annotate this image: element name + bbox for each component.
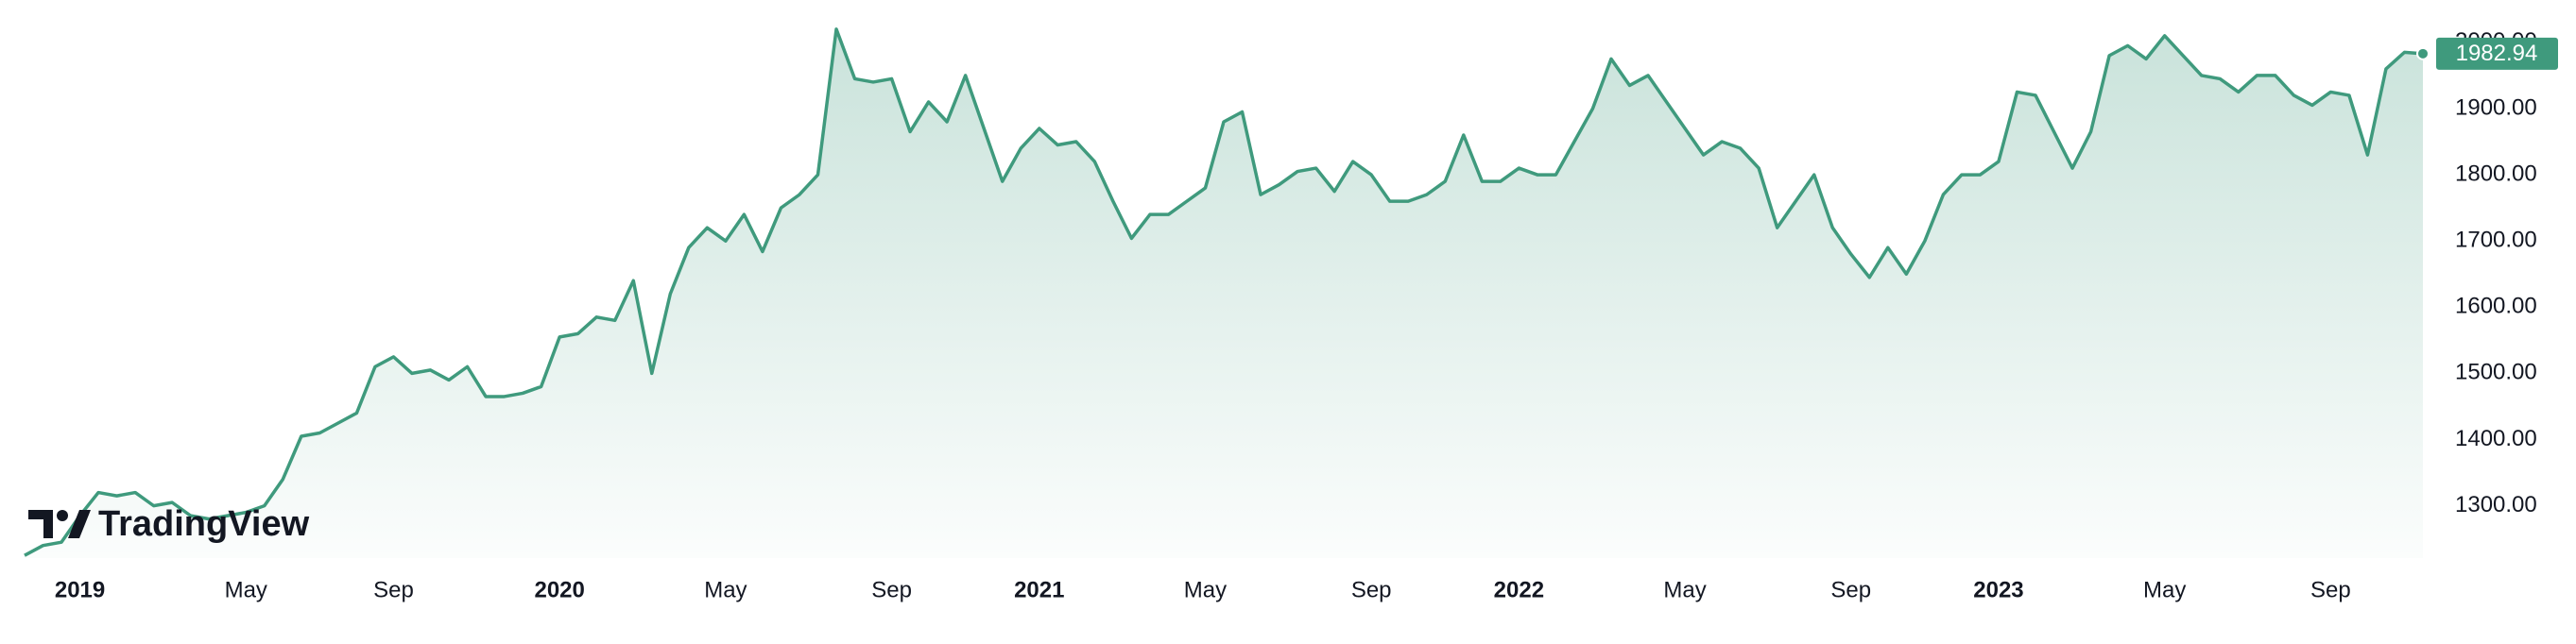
x-tick-label: May [1184,577,1227,602]
y-tick-label: 1700.00 [2455,228,2537,253]
x-tick-label: Sep [871,577,912,602]
price-badge-text: 1982.94 [2456,41,2538,66]
price-badge [2436,37,2558,70]
x-tick-label: Sep [373,577,414,602]
x-tick-label: Sep [1351,577,1392,602]
x-tick-label: May [704,577,747,602]
watermark-text: TradingView [98,504,310,544]
logo-icon [57,510,68,521]
x-tick-label: May [225,577,267,602]
y-tick-label: 1600.00 [2455,294,2537,319]
x-tick-label: May [2143,577,2186,602]
x-tick-label: 2023 [1973,577,2023,602]
area-fill [25,28,2423,559]
last-point [2416,46,2430,60]
axes: 1300.00 1400.00 1500.00 1600.00 1700.00 1800.… [55,28,2558,602]
y-tick-label: 1900.00 [2455,94,2537,120]
x-tick-label: 2020 [534,577,584,602]
y-tick-label: 1500.00 [2455,360,2537,385]
y-tick-label: 1800.00 [2455,161,2537,186]
price-line [24,27,2424,557]
watermark: TradingView [28,504,310,544]
y-tick-label: 1400.00 [2455,426,2537,451]
x-tick-label: 2019 [55,577,105,602]
x-tick-label: May [1663,577,1706,602]
x-tick-label: 2021 [1014,577,1064,602]
y-tick-label: 1300.00 [2455,492,2537,517]
plot-area [24,27,2430,559]
logo-icon [68,510,91,538]
x-tick-label: Sep [1830,577,1871,602]
logo-icon [28,510,53,538]
x-tick-label: 2022 [1494,577,1544,602]
x-tick-label: Sep [2310,577,2351,602]
